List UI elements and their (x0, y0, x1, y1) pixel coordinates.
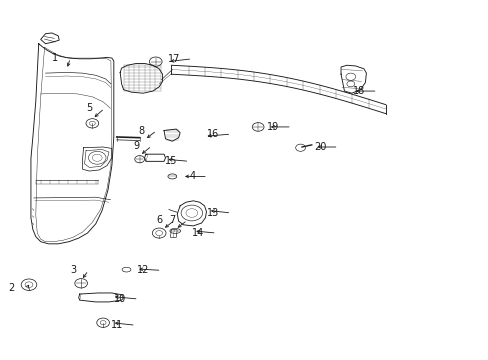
Text: 15: 15 (164, 156, 177, 166)
Text: 1: 1 (52, 53, 58, 63)
Text: 13: 13 (206, 208, 219, 218)
Text: 10: 10 (114, 294, 126, 304)
Text: 3: 3 (70, 265, 76, 275)
Text: 19: 19 (267, 122, 279, 132)
Text: 18: 18 (352, 86, 365, 96)
Text: 5: 5 (86, 103, 92, 113)
Text: 14: 14 (192, 228, 204, 238)
Text: 12: 12 (137, 265, 149, 275)
Text: 17: 17 (167, 54, 180, 64)
Text: 8: 8 (138, 126, 144, 135)
Text: 7: 7 (169, 215, 175, 225)
Text: 20: 20 (313, 142, 326, 152)
Text: 9: 9 (133, 141, 140, 151)
Text: 6: 6 (156, 215, 162, 225)
Text: 2: 2 (8, 283, 14, 293)
Text: 4: 4 (189, 171, 195, 181)
Text: 11: 11 (111, 320, 123, 330)
Text: 16: 16 (206, 129, 219, 139)
